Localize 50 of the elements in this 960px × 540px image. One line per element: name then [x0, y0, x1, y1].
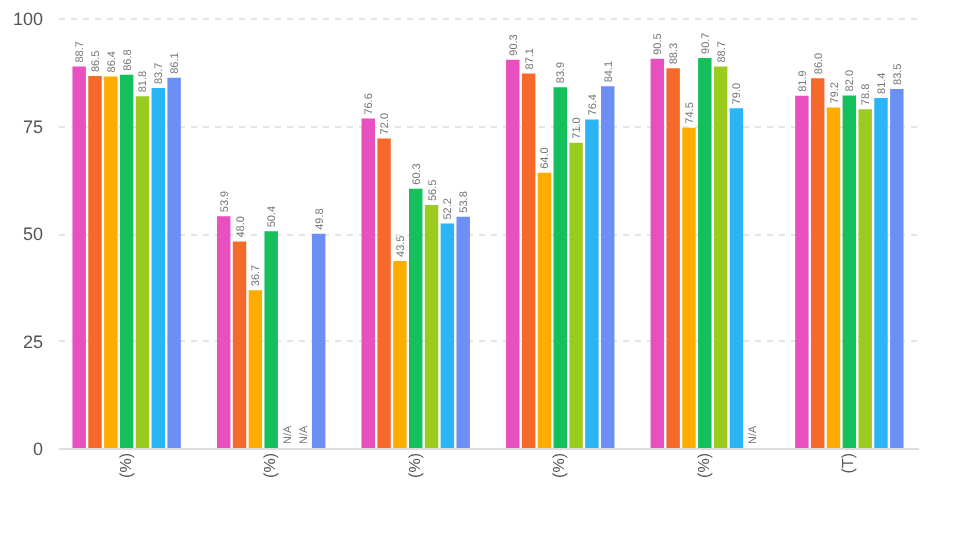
bar [311, 233, 326, 448]
bar [248, 290, 263, 448]
x-tick-label: (%) [550, 452, 569, 478]
bar [585, 119, 599, 448]
bar [393, 260, 407, 448]
bar [104, 76, 118, 448]
bar [810, 78, 825, 448]
x-tick-label: (%) [261, 452, 280, 478]
bar [553, 87, 567, 448]
bar [826, 107, 841, 448]
bar [409, 188, 423, 448]
bar [88, 76, 102, 448]
bar [521, 73, 536, 448]
y-tick-label: 75 [22, 116, 43, 137]
bar [682, 127, 696, 448]
bar [72, 66, 86, 448]
bar [456, 216, 470, 448]
bar [440, 223, 455, 448]
bar [361, 118, 375, 448]
bar [424, 205, 439, 448]
bar [135, 96, 150, 448]
bar [650, 58, 665, 448]
bar [729, 108, 744, 448]
bar [167, 77, 181, 448]
bar [264, 231, 278, 448]
y-tick-label: 50 [22, 224, 43, 244]
bar [601, 86, 615, 448]
bar [151, 88, 166, 448]
bar [858, 109, 872, 448]
bar [698, 57, 712, 448]
x-tick-label: (%) [694, 452, 713, 478]
y-tick-label: 100 [12, 9, 43, 29]
bar [569, 142, 583, 448]
bar [216, 216, 231, 448]
bar [119, 74, 134, 448]
bar [795, 95, 809, 448]
bar [666, 68, 680, 448]
x-tick-label: (%) [116, 452, 135, 478]
bar [874, 97, 888, 448]
bar [890, 88, 904, 448]
x-tick-label: (%) [405, 452, 424, 478]
bar [506, 59, 520, 448]
bar [377, 138, 391, 448]
bar [842, 95, 857, 448]
y-tick-label: 0 [32, 439, 43, 459]
y-tick-label: 25 [22, 331, 43, 352]
x-tick-label: (T) [839, 452, 858, 474]
bar [537, 172, 552, 448]
bar [232, 241, 247, 448]
bar [713, 66, 728, 448]
